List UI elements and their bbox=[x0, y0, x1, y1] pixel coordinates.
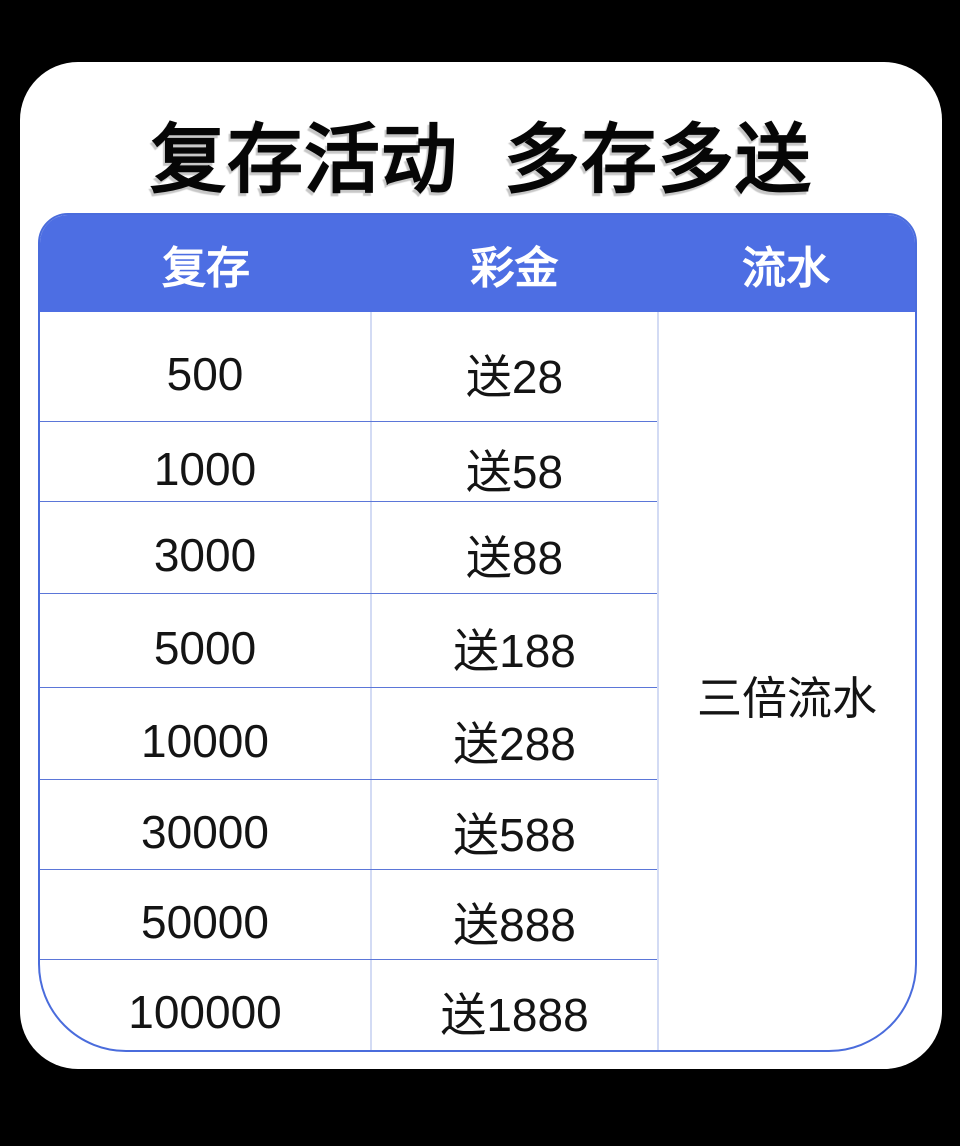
title-part-left: 复存活动 bbox=[150, 118, 458, 203]
bonus-cell: 送28 bbox=[465, 350, 564, 403]
bonus-cell: 送1888 bbox=[440, 989, 589, 1041]
deposit-cell: 500 bbox=[40, 312, 372, 421]
table-body-left: 500 送28 1000 送58 3000 送88 5000 送188 1000… bbox=[40, 312, 657, 1050]
page-title: 复存活动 多存多送 bbox=[20, 98, 942, 208]
deposit-cell: 10000 bbox=[40, 688, 372, 779]
deposit-cell: 3000 bbox=[40, 502, 372, 593]
bonus-cell: 送288 bbox=[453, 717, 576, 770]
title-part-right: 多存多送 bbox=[504, 118, 812, 203]
deposit-cell: 5000 bbox=[40, 594, 372, 687]
deposit-cell: 100000 bbox=[40, 960, 372, 1050]
header-cell-turnover: 流水 bbox=[742, 243, 830, 293]
promo-card: 复存活动 多存多送 复存 彩金 流水 500 送28 1000 送58 3000 bbox=[20, 62, 942, 1069]
table-row: 3000 送88 bbox=[40, 502, 657, 594]
bonus-cell: 送88 bbox=[465, 531, 564, 584]
table-header-row: 复存 彩金 流水 bbox=[40, 215, 915, 312]
deposit-cell: 30000 bbox=[40, 780, 372, 869]
table-row: 100000 送1888 bbox=[40, 960, 657, 1050]
bonus-cell: 送58 bbox=[465, 445, 564, 498]
deposit-cell: 50000 bbox=[40, 870, 372, 959]
header-cell-deposit: 复存 bbox=[162, 243, 250, 293]
bonus-cell: 送588 bbox=[453, 808, 576, 861]
bonus-cell: 送188 bbox=[453, 624, 576, 677]
header-cell-bonus: 彩金 bbox=[470, 243, 559, 293]
deposit-bonus-table: 复存 彩金 流水 500 送28 1000 送58 3000 送88 bbox=[38, 213, 917, 1052]
table-row: 10000 送288 bbox=[40, 688, 657, 780]
table-body: 500 送28 1000 送58 3000 送88 5000 送188 1000… bbox=[40, 312, 915, 1050]
bonus-cell: 送888 bbox=[453, 898, 576, 951]
table-row: 50000 送888 bbox=[40, 870, 657, 960]
turnover-merged-cell: 三倍流水 bbox=[657, 312, 915, 1050]
table-row: 1000 送58 bbox=[40, 422, 657, 502]
table-row: 30000 送588 bbox=[40, 780, 657, 870]
table-row: 5000 送188 bbox=[40, 594, 657, 688]
deposit-cell: 1000 bbox=[40, 422, 372, 501]
table-row: 500 送28 bbox=[40, 312, 657, 422]
